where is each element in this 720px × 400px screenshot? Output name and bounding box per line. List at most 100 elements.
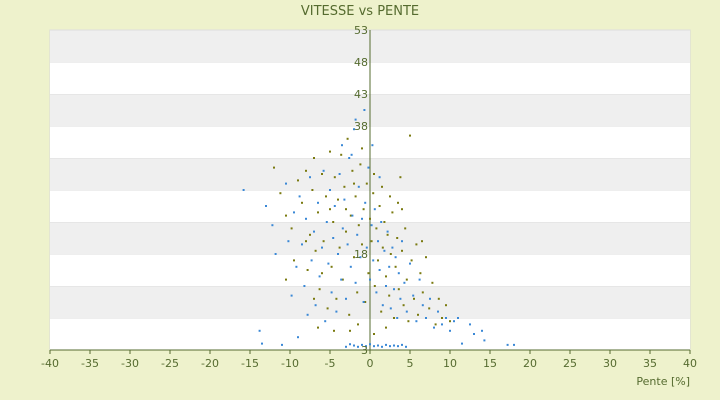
data-point xyxy=(305,217,307,220)
data-point xyxy=(364,201,367,204)
data-point xyxy=(361,147,363,150)
data-point xyxy=(415,243,418,246)
data-point xyxy=(378,269,381,271)
data-point xyxy=(309,176,311,179)
data-point xyxy=(340,278,343,281)
data-point xyxy=(325,221,328,223)
data-point xyxy=(285,214,287,217)
data-point xyxy=(469,323,471,326)
data-point xyxy=(273,166,275,169)
data-point xyxy=(303,285,306,287)
y-axis-ticks: 3 18 38 43 48 53 xyxy=(354,24,368,357)
data-point xyxy=(445,317,447,319)
data-point xyxy=(371,144,374,147)
y-tick-label: 18 xyxy=(354,248,368,261)
data-point xyxy=(415,320,418,323)
data-point xyxy=(345,208,347,211)
data-point xyxy=(393,288,395,291)
data-point xyxy=(335,310,338,313)
data-point xyxy=(329,150,331,153)
data-point xyxy=(383,221,386,223)
x-tick-label: 25 xyxy=(563,357,577,370)
data-point xyxy=(381,304,384,307)
data-point xyxy=(333,329,335,332)
data-point xyxy=(405,310,408,313)
data-point xyxy=(380,221,383,223)
data-point xyxy=(389,307,392,310)
data-point xyxy=(313,230,315,233)
data-point xyxy=(330,291,333,294)
data-point xyxy=(333,176,336,179)
data-point xyxy=(361,243,363,246)
data-point xyxy=(345,297,347,300)
x-tick-label: 15 xyxy=(483,357,497,370)
data-point xyxy=(401,343,403,346)
data-point xyxy=(321,272,323,275)
data-point xyxy=(373,345,375,348)
data-point xyxy=(373,173,375,175)
data-point xyxy=(419,272,422,275)
data-point xyxy=(298,195,301,198)
data-point xyxy=(345,230,347,233)
data-point xyxy=(346,137,349,140)
data-point xyxy=(310,259,313,262)
data-point xyxy=(363,109,366,111)
data-point xyxy=(285,278,287,281)
data-point xyxy=(362,301,365,303)
data-point xyxy=(297,179,299,182)
data-point xyxy=(370,224,373,227)
data-point xyxy=(356,291,359,294)
data-point xyxy=(365,345,367,348)
data-point xyxy=(421,291,424,294)
data-point xyxy=(433,326,435,329)
data-point xyxy=(327,262,330,265)
data-point xyxy=(354,195,357,198)
x-tick-label: 0 xyxy=(367,357,374,370)
data-point xyxy=(285,182,287,185)
data-point xyxy=(434,323,437,326)
data-point xyxy=(372,192,375,195)
data-point xyxy=(385,326,387,329)
x-tick-label: -40 xyxy=(41,357,59,370)
data-point xyxy=(461,342,463,345)
data-point xyxy=(407,320,410,323)
data-point xyxy=(401,249,403,252)
data-point xyxy=(367,166,370,169)
data-point xyxy=(306,269,309,271)
data-point xyxy=(425,317,427,319)
data-point xyxy=(375,291,378,294)
data-point xyxy=(341,278,344,281)
data-points xyxy=(242,109,515,348)
data-point xyxy=(348,157,351,159)
data-point xyxy=(403,281,406,284)
data-point xyxy=(279,192,282,195)
data-point xyxy=(401,240,403,243)
data-point xyxy=(441,323,443,326)
data-point xyxy=(349,329,351,332)
data-point xyxy=(506,343,509,346)
data-point xyxy=(391,246,394,249)
data-point xyxy=(313,157,315,159)
data-point xyxy=(367,272,370,275)
x-tick-label: 40 xyxy=(683,357,697,370)
data-point xyxy=(353,344,355,347)
data-point xyxy=(369,217,371,220)
data-point xyxy=(317,201,319,204)
data-point xyxy=(364,301,367,303)
data-point xyxy=(349,214,352,217)
x-tick-label: -5 xyxy=(325,357,336,370)
x-tick-label: -10 xyxy=(281,357,299,370)
x-tick-label: 30 xyxy=(603,357,617,370)
data-point xyxy=(343,198,346,201)
y-tick-label: 3 xyxy=(361,344,368,357)
data-point xyxy=(417,313,419,316)
data-point xyxy=(274,253,277,255)
data-point xyxy=(385,285,387,287)
data-point xyxy=(337,198,339,201)
data-point xyxy=(305,240,307,243)
data-point xyxy=(357,323,359,326)
x-tick-label: 5 xyxy=(407,357,414,370)
data-point xyxy=(313,297,315,300)
data-point xyxy=(297,336,299,339)
